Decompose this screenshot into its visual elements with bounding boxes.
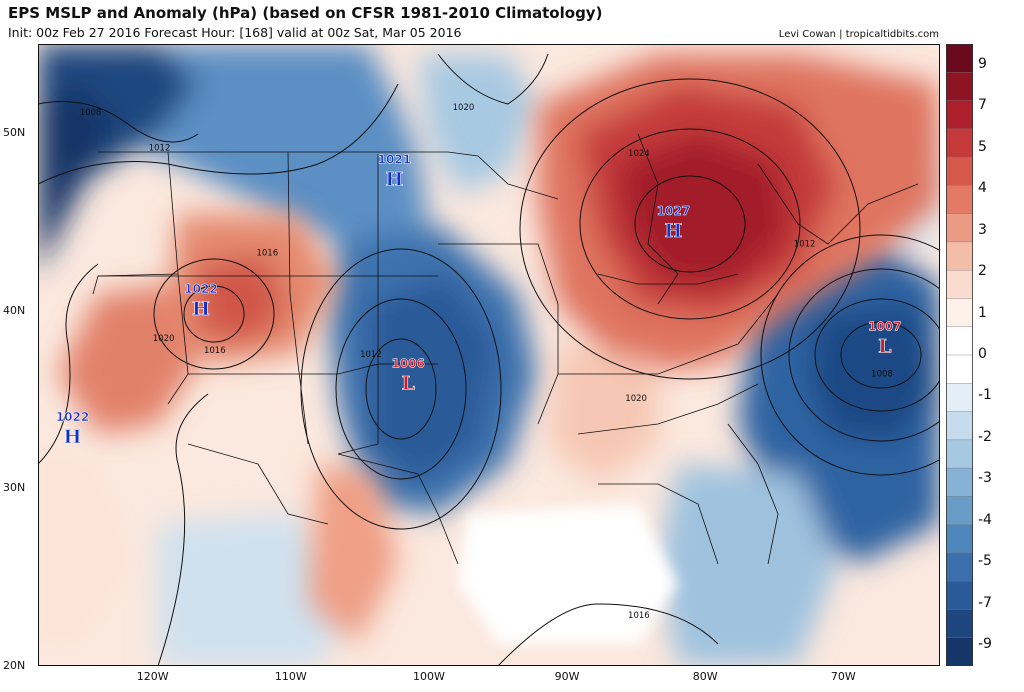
- colorbar-swatch-10: [946, 326, 973, 356]
- colorbar-swatch-18: [946, 552, 973, 582]
- colorbar-swatch-3: [946, 128, 973, 158]
- colorbar-label-3: 4: [978, 180, 987, 197]
- colorbar-swatch-8: [946, 270, 973, 299]
- colorbar-label-14: -9: [978, 636, 992, 653]
- colorbar-swatch-17: [946, 524, 973, 554]
- pressure-center-letter-4: L: [402, 373, 415, 395]
- pressure-center-letter-3: H: [664, 220, 682, 242]
- pressure-center-value-1: 1022: [184, 282, 217, 296]
- colorbar-label-10: -3: [978, 470, 992, 487]
- pressure-center-value-3: 1027: [657, 204, 690, 218]
- colorbar-swatch-0: [946, 44, 973, 73]
- colorbar-swatch-16: [946, 496, 973, 526]
- colorbar-swatch-15: [946, 468, 973, 497]
- colorbar-label-11: -4: [978, 511, 992, 528]
- weather-map: 1008 1012 1016 1020 1016 1012 1020 1024 1020 1016…: [38, 44, 940, 666]
- colorbar-label-9: -2: [978, 428, 992, 445]
- colorbar-swatch-20: [946, 609, 973, 639]
- anomaly-field: [38, 44, 940, 666]
- isobar-label-6: 1020: [453, 103, 475, 113]
- colorbar-label-2: 5: [978, 138, 987, 155]
- latitude-label-2: 30N: [3, 481, 26, 495]
- colorbar-label-5: 2: [978, 263, 987, 280]
- isobar-label-10: 1012: [794, 240, 816, 250]
- longitude-label-1: 110W: [274, 670, 307, 683]
- colorbar-label-6: 1: [978, 304, 987, 321]
- colorbar-label-1: 7: [978, 97, 987, 114]
- latitude-label-0: 50N: [3, 125, 26, 139]
- colorbar-swatch-14: [946, 439, 973, 469]
- colorbar-swatch-19: [946, 581, 973, 610]
- pressure-center-value-2: 1022: [56, 410, 89, 424]
- longitude-label-0: 120W: [136, 670, 169, 683]
- isobar-labels: 1008 1012 1016 1020 1016 1012 1020 1024 1020 1016…: [80, 103, 893, 621]
- colorbar-label-0: 9: [978, 55, 987, 72]
- colorbar-swatch-6: [946, 213, 973, 243]
- isobars: [38, 53, 940, 666]
- colorbar-swatch-4: [946, 157, 973, 186]
- pressure-centers: 1021 H 1022 H 1022 H 1027 H 1006 L 1007 L: [56, 152, 902, 448]
- colorbar-swatch-1: [946, 72, 973, 102]
- colorbar-swatch-7: [946, 241, 973, 271]
- isobar-label-5: 1012: [360, 350, 382, 360]
- longitude-label-4: 80W: [692, 670, 718, 683]
- colorbar-label-12: -5: [978, 553, 992, 570]
- longitude-label-3: 90W: [554, 670, 580, 683]
- isobar-label-11: 1008: [871, 369, 893, 379]
- isobar-label-1: 1012: [149, 144, 171, 154]
- colorbar-label-8: -1: [978, 387, 992, 404]
- latitude-label-3: 20N: [3, 659, 26, 672]
- isobar-label-8: 1020: [625, 394, 647, 404]
- state-borders: [92, 133, 919, 565]
- pressure-center-letter-5: L: [878, 335, 891, 357]
- colorbar-label-4: 3: [978, 221, 987, 238]
- isobar-label-3: 1020: [153, 334, 175, 344]
- colorbar-label-7: 0: [978, 346, 987, 362]
- map-subtitle: Init: 00z Feb 27 2016 Forecast Hour: [16…: [8, 25, 462, 40]
- longitude-label-2: 100W: [412, 670, 445, 683]
- colorbar-label-13: -7: [978, 594, 992, 611]
- colorbar-swatch-11: [946, 355, 973, 384]
- pressure-center-letter-2: H: [64, 426, 82, 448]
- colorbar-swatch-21: [946, 637, 973, 666]
- credit-label: Levi Cowan | tropicaltidbits.com: [778, 29, 939, 40]
- isobar-label-2: 1016: [256, 248, 278, 258]
- isobar-label-4: 1016: [204, 346, 226, 356]
- pressure-center-letter-0: H: [385, 168, 403, 190]
- pressure-center-value-5: 1007: [868, 319, 901, 333]
- isobar-label-9: 1016: [628, 611, 650, 621]
- pressure-center-letter-1: H: [192, 298, 210, 320]
- colorbar-swatch-12: [946, 383, 973, 413]
- colorbar-swatch-9: [946, 298, 973, 328]
- isobar-label-7: 1024: [628, 149, 650, 159]
- anomaly-colorbar: [946, 44, 973, 666]
- colorbar-swatch-13: [946, 411, 973, 441]
- map-title: EPS MSLP and Anomaly (hPa) (based on CFS…: [8, 4, 603, 22]
- pressure-center-value-0: 1021: [378, 152, 411, 166]
- longitude-label-5: 70W: [830, 670, 856, 683]
- colorbar-swatch-2: [946, 100, 973, 130]
- map-frame: [38, 44, 940, 666]
- isobar-label-0: 1008: [80, 108, 102, 118]
- pressure-center-value-4: 1006: [391, 357, 424, 371]
- colorbar-swatch-5: [946, 185, 973, 215]
- latitude-label-1: 40N: [3, 303, 26, 317]
